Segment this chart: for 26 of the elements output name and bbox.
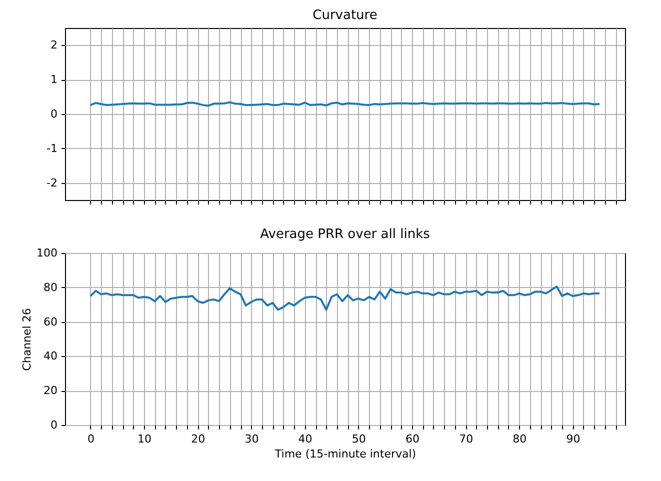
line-series [89,286,601,311]
chart-title: Average PRR over all links [260,227,430,242]
x-tick-label: 60 [405,432,420,446]
x-tick-label: 70 [459,432,474,446]
x-tick-label: 80 [512,432,527,446]
x-tick-label: 20 [191,432,206,446]
y-tick-label: 40 [44,350,58,363]
y-tick-label: -2 [46,176,58,190]
x-tick-label: 40 [298,432,312,446]
y-axis-title: Channel 26 [20,308,34,371]
chart-title: Curvature [312,8,378,23]
x-tick-label: 50 [352,432,366,446]
x-tick-label: 90 [566,432,580,446]
y-tick-label: 60 [44,315,58,328]
x-tick-label: 30 [244,432,259,446]
y-tick-label: 20 [44,384,58,398]
y-tick-label: 0 [50,108,58,120]
y-tick-label: -1 [46,142,58,155]
x-tick-label: 0 [87,432,94,446]
y-tick-label: 0 [50,418,58,432]
y-tick-label: 1 [50,73,58,86]
y-tick-label: 2 [50,38,58,52]
x-axis-title: Time (15-minute interval) [274,448,416,460]
y-tick-label: 80 [44,280,58,294]
x-tick-label: 10 [138,432,152,446]
y-tick-label: 100 [36,246,58,260]
